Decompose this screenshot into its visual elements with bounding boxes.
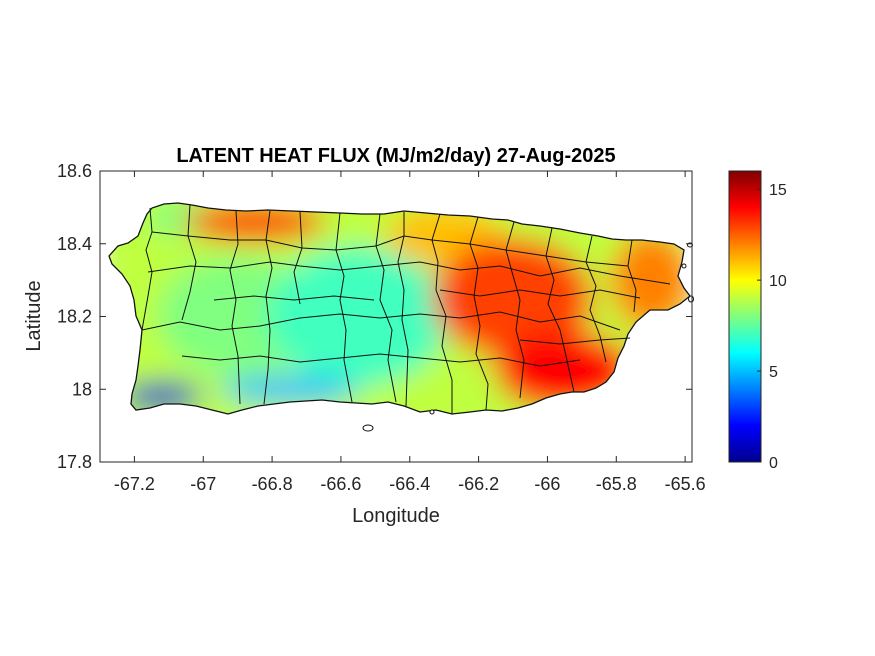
flux-region [219, 375, 360, 404]
municipality-boundaries [141, 204, 671, 414]
y-tick-label: 18 [72, 379, 92, 399]
colorbar-tick-label: 0 [769, 455, 778, 472]
flux-region [184, 203, 325, 242]
x-tick-label: -66.2 [458, 474, 499, 494]
east-cay-2 [688, 295, 694, 303]
municipality-boundary [181, 204, 197, 321]
municipality-boundary [141, 207, 153, 331]
map-plot: -67.2 -67 -66.8 -66.6 -66.4 -66.2 -66 -65.8 -65.… [57, 161, 706, 494]
flux-region [121, 382, 202, 411]
municipality-boundary [439, 289, 641, 299]
municipality-boundary [293, 211, 303, 305]
colorbar-tick-label: 5 [769, 364, 778, 381]
x-tick-label: -67.2 [114, 474, 155, 494]
y-tick-label: 18.4 [57, 234, 92, 254]
municipality-boundary [431, 213, 453, 414]
municipality-boundary [469, 216, 489, 411]
x-tick-label: -66 [534, 474, 560, 494]
municipality-boundary [519, 337, 631, 345]
colorbar-gradient [728, 170, 762, 463]
x-tick-label: -66.6 [320, 474, 361, 494]
x-tick-label: -66.8 [252, 474, 293, 494]
x-tick-label: -67 [190, 474, 216, 494]
x-axis-title: Longitude [352, 505, 440, 527]
x-tick-label: -66.4 [389, 474, 430, 494]
municipality-boundary [229, 210, 241, 405]
y-tick-label: 18.6 [57, 161, 92, 181]
colorbar-tick-label: 10 [769, 273, 787, 290]
plot-title: LATENT HEAT FLUX (MJ/m2/day) 27-Aug-2025 [176, 145, 615, 167]
flux-region [610, 230, 690, 331]
colorbar-ticks: 0 5 10 15 [757, 182, 787, 472]
y-axis-title: Latitude [23, 280, 45, 351]
south-cay [429, 409, 435, 415]
flux-field [109, 203, 690, 414]
x-axis-ticks: -67.2 -67 -66.8 -66.6 -66.4 -66.2 -66 -65.8 -65.… [114, 171, 706, 494]
colorbar-tick-label: 15 [769, 182, 787, 199]
x-tick-label: -65.6 [665, 474, 706, 494]
offshore-islets [362, 242, 694, 432]
y-axis-ticks: 17.8 18 18.2 18.4 18.6 [57, 161, 692, 472]
y-tick-label: 18.2 [57, 307, 92, 327]
municipality-boundary [141, 311, 621, 331]
x-tick-label: -65.8 [596, 474, 637, 494]
municipality-boundary [147, 261, 671, 285]
municipality-boundary [151, 231, 629, 267]
municipality-boundary [181, 353, 581, 367]
municipality-boundary [213, 295, 375, 301]
colorbar: 0 5 10 15 [728, 170, 787, 472]
flux-region [268, 246, 449, 387]
island-coastline [108, 202, 691, 415]
east-cay-3 [681, 263, 687, 269]
caja-de-muertos-islet [362, 424, 374, 432]
y-tick-label: 17.8 [57, 452, 92, 472]
